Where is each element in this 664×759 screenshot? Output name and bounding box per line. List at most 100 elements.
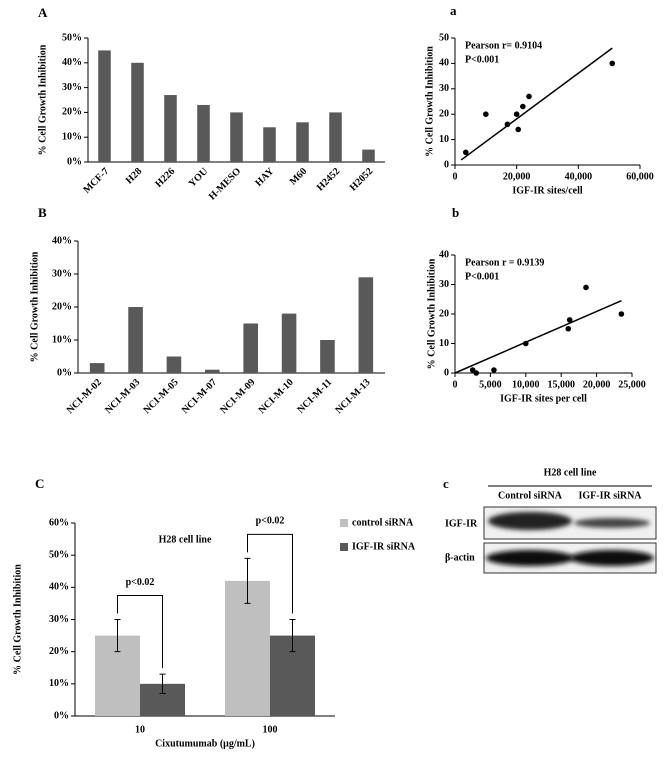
panel-label: c: [443, 476, 449, 491]
point: [462, 149, 469, 156]
x-tick-label: YOU: [187, 166, 211, 190]
y-axis-label: % Cell Growth Inhibition: [12, 564, 23, 675]
x-tick-label: 20,000: [583, 379, 611, 390]
x-tick-label: MCF-7: [81, 166, 111, 196]
x-tick-label: 20,000: [503, 171, 531, 182]
annotation: Pearson r= 0.9104: [465, 40, 542, 51]
lane-label: Control siRNA: [498, 490, 563, 501]
row-label: IGF-IR: [445, 518, 478, 529]
y-tick-label: 20: [439, 108, 449, 119]
x-tick-label: H2452: [315, 166, 342, 193]
bar: [166, 356, 182, 373]
x-tick-label: 10,000: [512, 379, 540, 390]
y-tick-label: 20: [439, 308, 449, 319]
y-tick-label: 10%: [49, 678, 69, 689]
panel-label: A: [38, 5, 48, 20]
y-tick-label: 40%: [62, 57, 82, 68]
y-tick-label: 30: [439, 83, 449, 94]
y-tick-label: 30%: [49, 614, 69, 625]
y-tick-label: 10%: [62, 131, 82, 142]
point: [473, 370, 480, 376]
point: [526, 93, 532, 100]
x-tick-label: 0: [453, 379, 458, 390]
y-tick-label: 40: [439, 58, 449, 69]
x-tick-label: NCI-M-03: [103, 377, 142, 416]
x-tick-label: 40,000: [565, 171, 593, 182]
bar: [230, 112, 243, 162]
point: [566, 317, 573, 323]
y-tick-label: 40: [439, 249, 449, 260]
point: [583, 284, 589, 291]
x-tick-label: H-MESO: [207, 166, 244, 203]
chart-title: H28 cell line: [159, 534, 212, 545]
annotation: p<0.02: [126, 577, 155, 588]
bar: [362, 149, 375, 162]
x-tick-label: NCI-M-13: [333, 377, 372, 416]
x-tick-label: 60,000: [626, 171, 654, 182]
y-tick-label: 20%: [49, 646, 69, 657]
x-tick-label: HAY: [253, 165, 276, 188]
x-axis-label: IGF-IR sites per cell: [500, 393, 587, 404]
band: [486, 550, 574, 566]
legend-swatch: [340, 519, 348, 527]
bar: [243, 323, 258, 373]
x-tick-label: 100: [263, 724, 278, 735]
legend-label: IGF-IR siRNA: [352, 541, 416, 552]
bar: [128, 307, 143, 373]
point: [520, 103, 526, 110]
x-tick-label: 25,000: [618, 379, 646, 390]
y-tick-label: 0: [444, 367, 449, 378]
x-tick-label: 5,000: [479, 379, 502, 390]
panel-label: a: [450, 3, 457, 18]
row-label: β-actin: [445, 552, 475, 563]
panel-label: C: [35, 476, 44, 491]
y-tick-label: 40%: [52, 235, 72, 246]
y-tick-label: 0%: [54, 710, 69, 721]
y-tick-label: 0%: [57, 367, 72, 378]
significance-bracket: [247, 533, 293, 614]
x-tick-label: H28: [124, 166, 144, 186]
bar: [89, 363, 105, 373]
y-tick-label: 10%: [52, 334, 72, 345]
y-tick-label: 50%: [62, 32, 82, 43]
x-tick-label: NCI-M-11: [295, 377, 334, 416]
x-tick-label: H226: [153, 166, 177, 190]
x-tick-label: NCI-M-05: [141, 377, 180, 416]
point: [483, 111, 489, 117]
x-tick-label: NCI-M-10: [257, 377, 296, 416]
trend-line: [454, 300, 622, 374]
lane-label: IGF-IR siRNA: [578, 490, 642, 501]
point: [523, 340, 529, 347]
bar: [164, 95, 177, 162]
x-axis-label: IGF-IR sites/cell: [512, 185, 582, 196]
y-tick-label: 0%: [67, 156, 82, 167]
bar: [98, 50, 111, 162]
point: [565, 325, 572, 332]
error-bar: [244, 557, 251, 604]
y-tick-label: 50: [439, 32, 449, 43]
y-tick-label: 20%: [52, 301, 72, 312]
y-axis-label: % Cell Growth Inhibition: [29, 251, 40, 362]
legend-swatch: [340, 543, 348, 551]
significance-bracket: [117, 595, 163, 669]
band: [488, 512, 572, 530]
x-tick-label: NCI-M-02: [65, 377, 104, 416]
y-tick-label: 20%: [62, 107, 82, 118]
y-axis-label: % Cell Growth Inhibition: [426, 258, 437, 369]
y-tick-label: 60%: [49, 517, 69, 528]
bar: [205, 369, 220, 373]
band: [574, 518, 650, 528]
error-bar: [114, 619, 121, 653]
x-tick-label: 0: [453, 171, 458, 182]
x-tick-label: M60: [288, 166, 310, 188]
x-axis-label: Cixutumumab (μg/mL): [155, 738, 255, 749]
y-tick-label: 10: [439, 134, 449, 145]
y-tick-label: 30%: [52, 268, 72, 279]
point: [609, 60, 616, 67]
panel-label: B: [38, 205, 47, 220]
point: [491, 367, 497, 373]
point: [515, 126, 522, 133]
x-tick-label: 10: [135, 724, 145, 735]
bar: [281, 313, 297, 373]
